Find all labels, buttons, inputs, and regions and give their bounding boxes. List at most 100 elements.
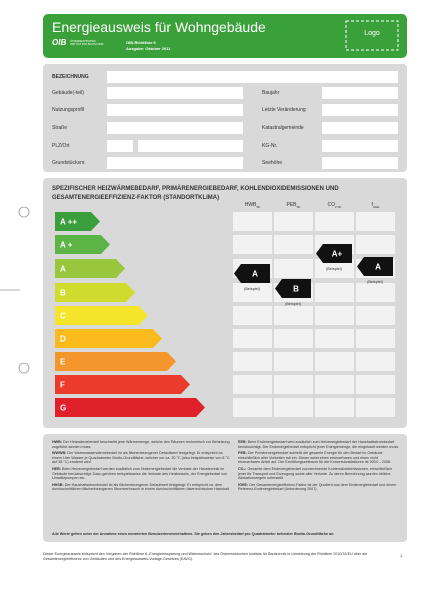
grid-cell <box>233 329 272 348</box>
note: WWWB: Der Warmwasserwärmebedarf ist als … <box>52 451 232 465</box>
grid-cell <box>233 235 272 254</box>
class-label: A <box>60 265 66 274</box>
efficiency-scale: A ++ A + A B C D E F G A (Beispiel) B (Beispiel) A+ (B… <box>55 212 395 417</box>
example-label: A+ <box>332 250 343 259</box>
class-arrow <box>55 306 148 325</box>
field-label: Letzte Veränderung <box>262 107 306 113</box>
column-subscript: GEE <box>373 205 380 209</box>
example-marker <box>357 257 393 276</box>
grid-cell <box>233 306 272 325</box>
column-header: PEBSK <box>274 202 313 209</box>
grid-cell <box>356 375 395 394</box>
class-label: C <box>60 312 66 321</box>
field-label: KG-Nr. <box>262 143 278 149</box>
grid-cell <box>315 329 354 348</box>
note: HEB: Beim Heizenergiebedarf werden zusät… <box>52 467 232 481</box>
note-text: Der Warmwasserwärmebedarf ist als fläche… <box>52 451 230 465</box>
class-label: F <box>60 381 65 390</box>
class-arrow <box>55 375 190 394</box>
note-term: HHSB: <box>52 482 64 487</box>
notes-left: HWB: Der Heizwärmebedarf beschreibt jene… <box>52 440 232 494</box>
legal-text: Dieser Energieausweis entspricht den Vor… <box>43 552 368 561</box>
section-heading: BEZEICHNUNG <box>52 74 89 80</box>
grid-cell <box>274 398 313 417</box>
grid-cell <box>274 352 313 371</box>
column-name: f <box>371 202 374 208</box>
field-label: PLZ/Ort <box>52 143 70 149</box>
field-label: Seehöhe <box>262 160 283 166</box>
class-arrow <box>55 329 162 348</box>
note-text: Gesamte dem Endenergiebedarf zuzurechnen… <box>238 466 393 481</box>
class-arrow <box>55 212 100 231</box>
note-text: Beim Endenergiebedarf wird zusätzlich zu… <box>238 440 400 449</box>
grid-cell <box>315 352 354 371</box>
field-label: Grundstücksnr. <box>52 160 86 166</box>
example-note: (Beispiel) <box>244 287 261 291</box>
input-field[interactable] <box>107 104 243 116</box>
column-header: HWBSK <box>233 202 272 209</box>
grid-cell <box>356 352 395 371</box>
class-arrow <box>55 398 205 417</box>
notes-panel <box>43 434 407 542</box>
field-label: Gebäude(-teil) <box>52 90 84 96</box>
note-text: Der Primärenergiebedarf schließt die ges… <box>238 451 392 465</box>
note: EEB: Beim Endenergiebedarf wird zusätzli… <box>238 440 400 449</box>
page-number: 1 <box>400 553 403 558</box>
title-line: GESAMTENERGIEEFFIZIENZ-FAKTOR (STANDORTK… <box>52 195 220 201</box>
note-text: Der Haushaltsstrombedarf ist als flächen… <box>52 482 230 492</box>
note-text: Der Gesamtenergieeffizienz-Faktor ist de… <box>238 482 397 492</box>
note-term: HWB: <box>52 440 63 444</box>
input-field[interactable] <box>138 140 243 152</box>
grid-cell <box>233 352 272 371</box>
note-text: Beim Heizenergiebedarf werden zusätzlich… <box>52 466 228 481</box>
input-field[interactable] <box>322 140 398 152</box>
grid-cell <box>233 375 272 394</box>
input-field[interactable] <box>322 157 398 169</box>
input-field[interactable] <box>107 87 243 99</box>
grid-cell <box>356 329 395 348</box>
example-marker <box>275 279 311 298</box>
column-subscript: SK <box>256 205 261 209</box>
example-note: (Beispiel) <box>326 267 343 271</box>
header-bar <box>43 14 407 58</box>
note-term: WWWB: <box>52 451 67 456</box>
class-label: A + <box>60 241 73 250</box>
class-label: G <box>60 404 66 413</box>
class-label: A ++ <box>60 218 77 227</box>
grid-cell <box>274 375 313 394</box>
input-field[interactable] <box>322 87 398 99</box>
grid-cell <box>274 306 313 325</box>
notes-right: EEB: Beim Endenergiebedarf wird zusätzli… <box>238 440 400 494</box>
input-field[interactable] <box>107 71 398 83</box>
column-subscript: 2 SK <box>334 205 342 209</box>
note-text: Der Heizwärmebedarf beschreibt jene Wärm… <box>52 440 230 449</box>
note: HHSB: Der Haushaltsstrombedarf ist als f… <box>52 483 232 492</box>
input-field[interactable] <box>107 122 243 134</box>
punch-hole <box>18 206 30 218</box>
input-field[interactable] <box>322 122 398 134</box>
notes-footer: Alle Werte gelten unter der Annahme eine… <box>52 532 335 536</box>
class-arrow <box>55 283 135 302</box>
input-field[interactable] <box>322 104 398 116</box>
column-name: PEB <box>286 202 297 208</box>
grid-cell <box>356 235 395 254</box>
class-arrow <box>55 352 176 371</box>
grid-cell <box>274 259 313 278</box>
input-field[interactable] <box>107 157 243 169</box>
example-note: (Beispiel) <box>367 280 384 284</box>
class-arrow <box>55 235 110 254</box>
grid-cell <box>315 259 354 278</box>
grid-cell <box>274 235 313 254</box>
class-arrow <box>55 259 125 278</box>
grid-cell <box>233 212 272 231</box>
input-field[interactable] <box>107 140 133 152</box>
grid-cell <box>315 212 354 231</box>
class-label: D <box>60 335 66 344</box>
grid-cell <box>315 398 354 417</box>
grid-cell <box>356 212 395 231</box>
edition: Ausgabe: Oktober 2011 <box>126 46 171 51</box>
oib-logo: OIB <box>52 38 67 47</box>
grid-cell <box>233 398 272 417</box>
